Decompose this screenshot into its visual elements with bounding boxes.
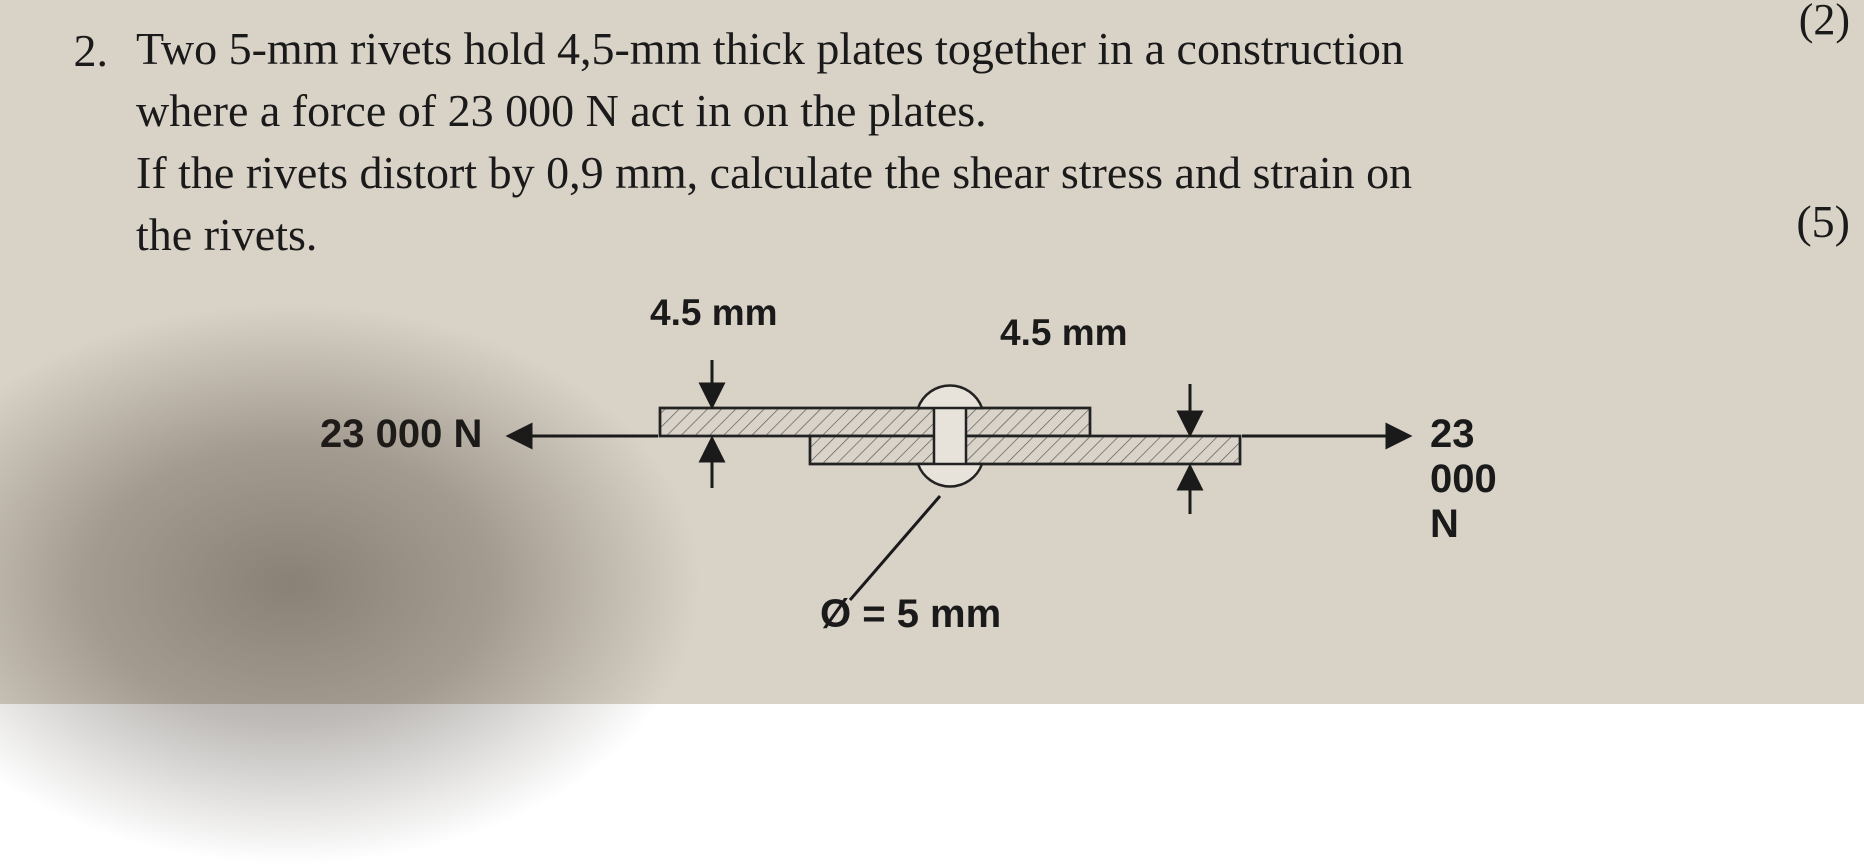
question-text: Two 5-mm rivets hold 4,5-mm thick plates… xyxy=(136,18,1412,266)
label-t-left: 4.5 mm xyxy=(650,292,778,334)
bottom-plate xyxy=(810,436,1240,464)
question-line-4: the rivets. xyxy=(136,209,317,260)
label-force-right: 23 000 N xyxy=(1430,412,1497,547)
label-force-left: 23 000 N xyxy=(320,412,482,457)
question-line-2: where a force of 23 000 N act in on the … xyxy=(136,85,987,136)
page: (2) 2. Two 5-mm rivets hold 4,5-mm thick… xyxy=(0,0,1864,704)
question-line-1: Two 5-mm rivets hold 4,5-mm thick plates… xyxy=(136,23,1404,74)
label-t-right: 4.5 mm xyxy=(1000,312,1128,354)
question-line-3: If the rivets distort by 0,9 mm, calcula… xyxy=(136,147,1412,198)
question-row: 2. Two 5-mm rivets hold 4,5-mm thick pla… xyxy=(58,18,1834,266)
question-number: 2. xyxy=(58,18,108,82)
marks-label: (5) xyxy=(1796,195,1850,248)
label-diameter: Ø = 5 mm xyxy=(820,592,1001,637)
diameter-leader xyxy=(850,496,940,600)
previous-question-mark-fragment: (2) xyxy=(1799,0,1850,45)
rivet-diagram: 4.5 mm 4.5 mm 23 000 N 23 000 N Ø = 5 mm xyxy=(420,300,1480,680)
top-plate xyxy=(660,408,1090,436)
